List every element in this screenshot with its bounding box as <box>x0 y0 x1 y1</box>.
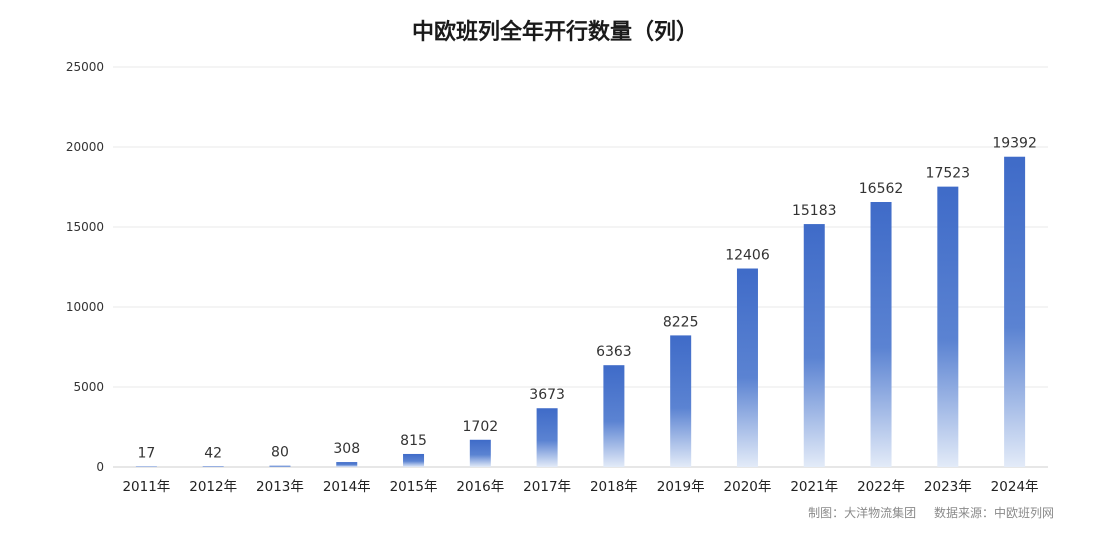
bar <box>937 186 959 467</box>
bar <box>1004 156 1026 467</box>
data-label: 815 <box>400 433 427 449</box>
data-label: 42 <box>204 445 222 461</box>
credit-text: 制图：大洋物流集团 <box>808 506 917 520</box>
bar <box>670 335 692 467</box>
data-label: 16562 <box>859 181 904 197</box>
bar <box>202 466 224 467</box>
bar <box>469 439 491 467</box>
y-axis-tick-labels: 0 5000 10000 15000 20000 25000 <box>66 60 104 474</box>
x-tick-label: 2018年 <box>590 479 638 495</box>
bar <box>135 466 157 467</box>
x-tick-label: 2016年 <box>456 479 504 495</box>
chart-footer: 制图：大洋物流集团 数据来源：中欧班列网 <box>808 504 1054 521</box>
data-label: 308 <box>333 441 360 457</box>
bar <box>736 268 758 467</box>
data-label: 17 <box>137 446 155 462</box>
data-label: 80 <box>271 445 289 461</box>
data-label: 8225 <box>663 314 699 330</box>
x-tick-label: 2017年 <box>523 479 571 495</box>
data-label: 1702 <box>463 419 499 435</box>
bar <box>269 465 291 467</box>
y-tick-label: 0 <box>96 460 104 474</box>
data-label: 17523 <box>926 166 971 182</box>
data-label: 19392 <box>992 136 1037 152</box>
x-tick-label: 2015年 <box>390 479 438 495</box>
x-axis-tick-labels: 2011年 2012年 2013年 2014年 2015年 2016年 2017年 2018年… <box>122 479 1038 495</box>
x-tick-label: 2019年 <box>657 479 705 495</box>
y-tick-label: 5000 <box>73 380 104 394</box>
x-tick-label: 2020年 <box>724 479 772 495</box>
data-label: 6363 <box>596 344 632 360</box>
bar <box>603 365 625 467</box>
y-tick-label: 20000 <box>66 140 104 154</box>
data-label: 15183 <box>792 203 837 219</box>
data-label: 3673 <box>529 387 565 403</box>
grid-lines <box>113 66 1048 468</box>
y-tick-label: 25000 <box>66 60 104 74</box>
x-tick-label: 2023年 <box>924 479 972 495</box>
x-tick-label: 2013年 <box>256 479 304 495</box>
x-tick-label: 2024年 <box>991 479 1039 495</box>
y-tick-label: 15000 <box>66 220 104 234</box>
source-text: 数据来源：中欧班列网 <box>933 506 1054 520</box>
data-labels: 17 42 80 308 815 1702 3673 6363 8225 12406 15183 16… <box>137 136 1036 462</box>
bar <box>870 202 892 467</box>
data-label: 12406 <box>725 248 770 264</box>
y-tick-label: 10000 <box>66 300 104 314</box>
x-tick-label: 2011年 <box>122 479 170 495</box>
x-tick-label: 2022年 <box>857 479 905 495</box>
x-tick-label: 2021年 <box>790 479 838 495</box>
x-tick-label: 2014年 <box>323 479 371 495</box>
bar <box>536 408 558 467</box>
bar <box>803 224 825 467</box>
chart-title: 中欧班列全年开行数量（列） <box>411 20 698 45</box>
bar <box>336 462 358 467</box>
x-tick-label: 2012年 <box>189 479 237 495</box>
bar <box>403 453 425 467</box>
bars <box>135 156 1026 467</box>
